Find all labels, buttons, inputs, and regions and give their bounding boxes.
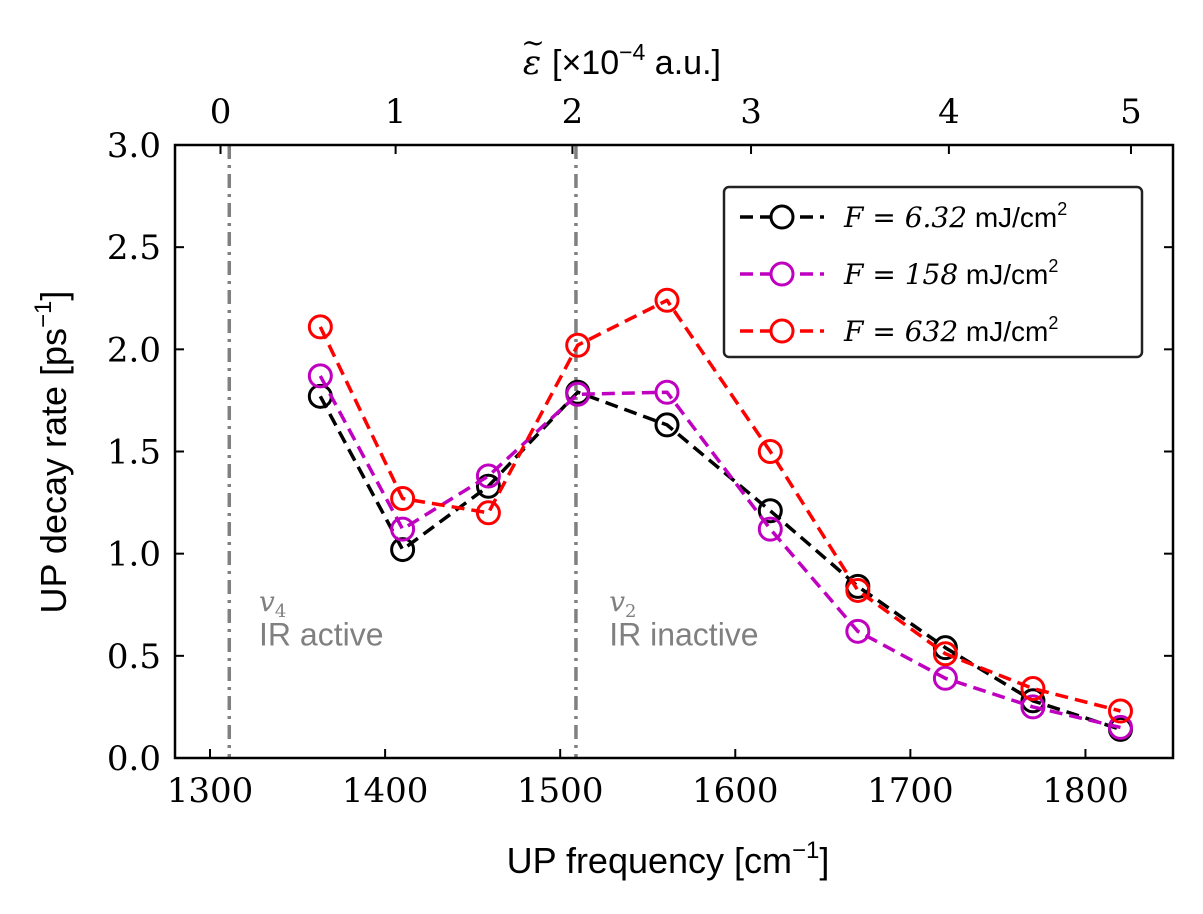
- series-1-point-6: [845, 618, 871, 644]
- x-tick-label-4: 1700: [867, 771, 954, 811]
- y-axis-label: UP decay rate [ps−1]: [30, 291, 74, 614]
- x-tick-label-5: 1800: [1042, 771, 1129, 811]
- series-2-point-1: [390, 485, 416, 511]
- top-tick-label-5: 5: [1120, 92, 1142, 132]
- legend-label-unit-0: mJ/cm: [967, 202, 1057, 233]
- series-0-point-2: [475, 473, 501, 499]
- top-tick-label-3: 3: [740, 92, 762, 132]
- series-0-point-1: [390, 537, 416, 563]
- series-2-point-8: [1020, 676, 1046, 702]
- series-2-point-4: [654, 287, 680, 313]
- y-tick-label-5: 2.5: [107, 228, 161, 268]
- top-axis-label-pre: [×10: [552, 44, 619, 82]
- series-1-point-4: [654, 379, 680, 405]
- annotation-text-1: IR inactive: [609, 617, 758, 653]
- y-axis-label-end: ]: [33, 291, 74, 301]
- top-axis-label-sup: −4: [619, 39, 645, 65]
- top-axis-label-post: a.u.]: [645, 44, 721, 82]
- series-line-0: [318, 390, 1122, 732]
- x-tick-label-2: 1500: [517, 771, 604, 811]
- y-tick-label-2: 1.0: [107, 535, 161, 575]
- series-1-point-8: [1020, 694, 1046, 720]
- y-axis-label-sup: −1: [30, 301, 57, 328]
- y-axis-label-main: UP decay rate [ps: [33, 328, 74, 614]
- series-1-point-7: [932, 665, 958, 691]
- annotation-symbol-sub-1: 2: [625, 601, 636, 622]
- series-0-point-8: [1020, 688, 1046, 714]
- series-0-point-5: [757, 498, 783, 524]
- series-1-point-3: [565, 381, 591, 407]
- series-2-point-6: [845, 577, 871, 603]
- x-tick-label-1: 1400: [342, 771, 429, 811]
- series-2-point-9: [1107, 698, 1133, 724]
- annotation-symbol-letter-1: v: [609, 585, 625, 618]
- legend-label-sup-0: 2: [1057, 199, 1067, 219]
- x-axis-label-main: UP frequency [cm: [507, 840, 792, 881]
- annotation-text-0: IR active: [259, 617, 383, 653]
- annotation-symbol-0: v4: [259, 585, 286, 622]
- y-tick-label-0: 0.0: [107, 739, 161, 779]
- top-tick-label-4: 4: [938, 92, 960, 132]
- y-tick-label-1: 0.5: [107, 637, 161, 677]
- top-tick-label-2: 2: [562, 92, 584, 132]
- series-2-point-0: [307, 314, 333, 340]
- legend-label-0: F = 6.32 mJ/cm2: [843, 199, 1067, 234]
- series-1-point-1: [390, 516, 416, 542]
- legend-label-math-1: F = 158: [843, 258, 958, 291]
- legend-marker-0: [769, 204, 795, 230]
- series-2-point-5: [757, 439, 783, 464]
- plot-series: [307, 287, 1133, 742]
- series-2-point-2: [475, 500, 501, 526]
- annotation-symbol-1: v2: [609, 585, 636, 622]
- top-axis-label: ε ~ [×10−4 a.u.]: [521, 26, 721, 83]
- legend-label-sup-2: 2: [1048, 313, 1058, 333]
- series-2-point-7: [932, 641, 958, 667]
- series-line-1: [318, 375, 1121, 730]
- legend-label-2: F = 632 mJ/cm2: [843, 313, 1058, 348]
- legend-label-math-2: F = 632: [843, 315, 958, 348]
- series-1-point-5: [757, 516, 783, 542]
- x-axis-label-sup: −1: [792, 837, 819, 864]
- legend-label-1: F = 158 mJ/cm2: [843, 256, 1058, 291]
- series-2-point-3: [565, 332, 591, 358]
- legend-marker-2: [769, 318, 795, 344]
- series-1-point-9: [1107, 714, 1133, 740]
- top-axis-tilde: ~: [521, 26, 544, 59]
- top-tick-label-1: 1: [385, 92, 407, 132]
- y-tick-label-4: 2.0: [107, 330, 161, 370]
- top-axis-label-rest: [×10−4 a.u.]: [552, 39, 721, 82]
- series-1-point-2: [475, 463, 501, 489]
- legend-marker-1: [769, 261, 795, 287]
- annotation-symbol-sub-0: 4: [275, 601, 286, 622]
- legend-label-math-0: F = 6.32: [843, 201, 967, 234]
- series-0-point-4: [654, 412, 680, 438]
- legend-label-unit-1: mJ/cm: [958, 259, 1048, 290]
- annotation-symbol-letter-0: v: [259, 585, 275, 618]
- top-axis-epsilon: ε: [523, 43, 541, 83]
- top-tick-label-0: 0: [210, 92, 232, 132]
- x-axis-label: UP frequency [cm−1]: [507, 837, 830, 881]
- legend-box: [722, 185, 1144, 359]
- series-line-2: [318, 298, 1121, 713]
- y-tick-label-6: 3.0: [107, 126, 161, 166]
- legend-label-sup-1: 2: [1048, 256, 1058, 276]
- legend-label-unit-2: mJ/cm: [958, 316, 1048, 347]
- x-tick-label-0: 1300: [167, 771, 254, 811]
- x-axis-label-end: ]: [819, 840, 829, 881]
- axes: 1300 1400 1500 1600 1700 1800 0.0 0.5 1.0 1.5 2.0 2…: [107, 92, 1175, 811]
- y-tick-label-3: 1.5: [107, 433, 161, 473]
- x-tick-label-3: 1600: [692, 771, 779, 811]
- series-1-point-0: [307, 363, 333, 389]
